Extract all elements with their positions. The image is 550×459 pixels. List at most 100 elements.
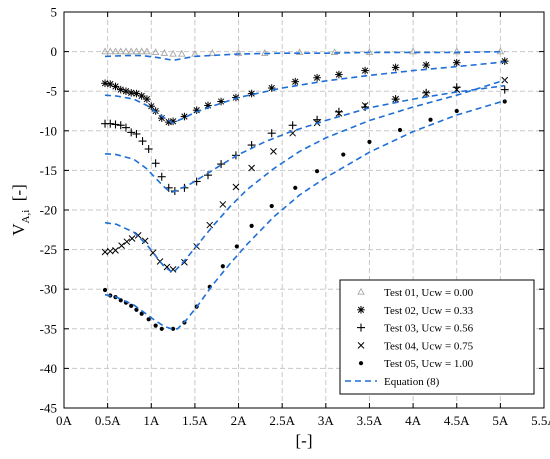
y-tick-label: -30 [40, 282, 57, 297]
data-point [206, 221, 214, 229]
data-point [122, 47, 130, 55]
data-point [146, 317, 151, 322]
data-point-shape [234, 244, 239, 249]
data-point-shape [146, 317, 151, 322]
data-point [367, 139, 372, 144]
data-point-shape [220, 264, 225, 269]
x-tick-label: 0A [56, 413, 73, 428]
data-point [112, 247, 119, 254]
data-point-shape [159, 326, 164, 331]
data-point [118, 242, 125, 249]
legend-label: Test 01, Ucw = 0.00 [384, 287, 474, 299]
data-point-shape [122, 47, 130, 55]
equation-curve [104, 79, 505, 274]
data-point-shape [178, 49, 186, 57]
data-point-shape [111, 47, 120, 55]
data-point [143, 47, 151, 55]
y-tick-label: -15 [40, 163, 57, 178]
data-point [139, 311, 144, 316]
data-point [452, 47, 461, 55]
data-point [267, 129, 276, 138]
data-point [106, 247, 114, 255]
data-point-shape [160, 49, 169, 56]
data-point [208, 49, 217, 56]
data-point [500, 85, 509, 94]
y-tick-label: -25 [40, 242, 57, 257]
data-point [249, 223, 254, 228]
data-point [102, 287, 108, 293]
data-point [121, 123, 130, 132]
y-tick-label: -5 [46, 84, 57, 99]
data-point-shape [151, 48, 160, 56]
legend-entry: Test 04, Ucw = 0.75 [357, 340, 474, 352]
data-point [106, 119, 115, 128]
series-2 [101, 57, 509, 126]
data-point-stroke [313, 74, 321, 81]
data-point-stroke [122, 88, 130, 95]
x-tick-label: 5.5A [531, 413, 550, 428]
data-point [422, 90, 430, 97]
legend-marker-shape [357, 287, 365, 295]
data-point-shape [170, 326, 176, 331]
data-point-stroke [204, 102, 212, 109]
data-point [291, 77, 300, 86]
data-point-shape [314, 169, 320, 174]
data-point [123, 238, 131, 246]
data-point [151, 48, 160, 56]
series-6 [104, 50, 505, 330]
data-point-stroke [248, 164, 255, 172]
data-point [220, 264, 225, 269]
data-point-stroke [148, 103, 155, 110]
data-point-shape [134, 307, 139, 312]
data-point [314, 169, 320, 174]
data-point-shape [101, 47, 109, 55]
y-tick-label: -10 [40, 123, 57, 138]
data-point [270, 148, 277, 155]
data-point-stroke [133, 90, 140, 97]
x-tick-label: 1A [143, 413, 160, 428]
data-point-stroke [501, 57, 508, 65]
data-point [428, 117, 433, 122]
data-point [422, 61, 430, 69]
data-point-stroke [289, 129, 297, 137]
data-point [134, 307, 139, 312]
data-point-shape [295, 48, 304, 56]
x-tick-label: 2A [231, 413, 248, 428]
data-point-shape [106, 47, 115, 55]
data-point-shape [269, 203, 274, 209]
data-point-shape [169, 49, 177, 57]
legend-label: Equation (8) [384, 376, 440, 388]
data-point [361, 66, 369, 75]
data-point-shape [102, 287, 108, 293]
legend: Test 01, Ucw = 0.00 Test 02, Ucw = 0.33 Te… [339, 279, 535, 395]
legend-entry: Equation (8) [345, 376, 440, 388]
data-point-shape [367, 139, 372, 144]
y-tick-label: -40 [40, 361, 57, 376]
legend-marker [357, 342, 365, 349]
data-point [137, 47, 146, 55]
data-point [132, 47, 141, 55]
data-point [217, 160, 226, 169]
y-tick-label: 5 [51, 5, 58, 20]
data-point [295, 48, 304, 56]
data-point [181, 258, 188, 266]
legend-entry: Test 02, Ucw = 0.33 [357, 305, 474, 317]
data-point [391, 63, 400, 72]
data-point [137, 92, 146, 100]
data-point [260, 49, 269, 56]
data-point [392, 95, 399, 103]
legend-label: Test 02, Ucw = 0.33 [384, 305, 474, 317]
data-point-stroke [101, 248, 109, 256]
legend-marker-stroke [357, 306, 365, 313]
axes: 0A 0.5A 1A 1.5A 2A 2.5A 3A 3.5A 4A 4.5A 5A 5.5A 5 0 -5… [9, 5, 550, 451]
data-point-stroke [181, 258, 188, 266]
data-point-stroke [268, 84, 275, 92]
data-point-shape [208, 49, 217, 56]
data-point [159, 326, 164, 331]
data-point [219, 201, 227, 208]
legend-label: Test 04, Ucw = 0.75 [384, 340, 474, 352]
data-point-stroke [453, 59, 460, 66]
data-point [232, 183, 240, 191]
data-point [169, 117, 177, 126]
data-point [248, 164, 255, 172]
